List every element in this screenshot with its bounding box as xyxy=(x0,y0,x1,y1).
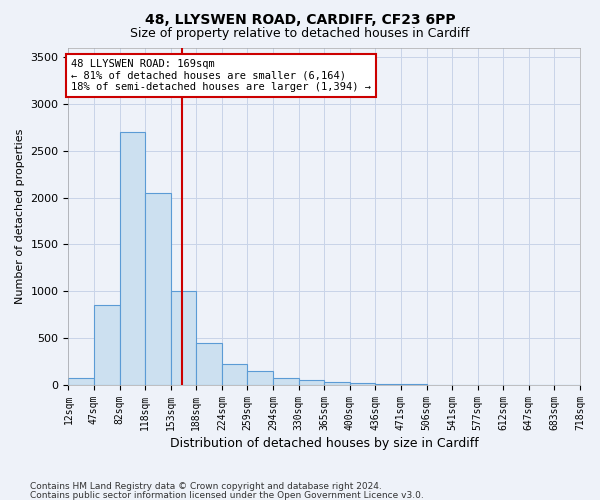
Bar xyxy=(68,378,94,385)
Text: 48, LLYSWEN ROAD, CARDIFF, CF23 6PP: 48, LLYSWEN ROAD, CARDIFF, CF23 6PP xyxy=(145,12,455,26)
Bar xyxy=(299,380,324,385)
Bar xyxy=(376,384,401,385)
X-axis label: Distribution of detached houses by size in Cardiff: Distribution of detached houses by size … xyxy=(170,437,479,450)
Bar xyxy=(145,193,171,385)
Y-axis label: Number of detached properties: Number of detached properties xyxy=(15,128,25,304)
Bar xyxy=(171,292,196,385)
Text: Contains HM Land Registry data © Crown copyright and database right 2024.: Contains HM Land Registry data © Crown c… xyxy=(30,482,382,491)
Bar xyxy=(247,371,273,385)
Bar xyxy=(324,382,350,385)
Text: Contains public sector information licensed under the Open Government Licence v3: Contains public sector information licen… xyxy=(30,490,424,500)
Bar xyxy=(273,378,299,385)
Bar xyxy=(350,382,376,385)
Text: Size of property relative to detached houses in Cardiff: Size of property relative to detached ho… xyxy=(130,28,470,40)
Bar xyxy=(401,384,427,385)
Bar xyxy=(119,132,145,385)
Text: 48 LLYSWEN ROAD: 169sqm
← 81% of detached houses are smaller (6,164)
18% of semi: 48 LLYSWEN ROAD: 169sqm ← 81% of detache… xyxy=(71,59,371,92)
Bar xyxy=(94,306,119,385)
Bar xyxy=(222,364,247,385)
Bar xyxy=(196,343,222,385)
